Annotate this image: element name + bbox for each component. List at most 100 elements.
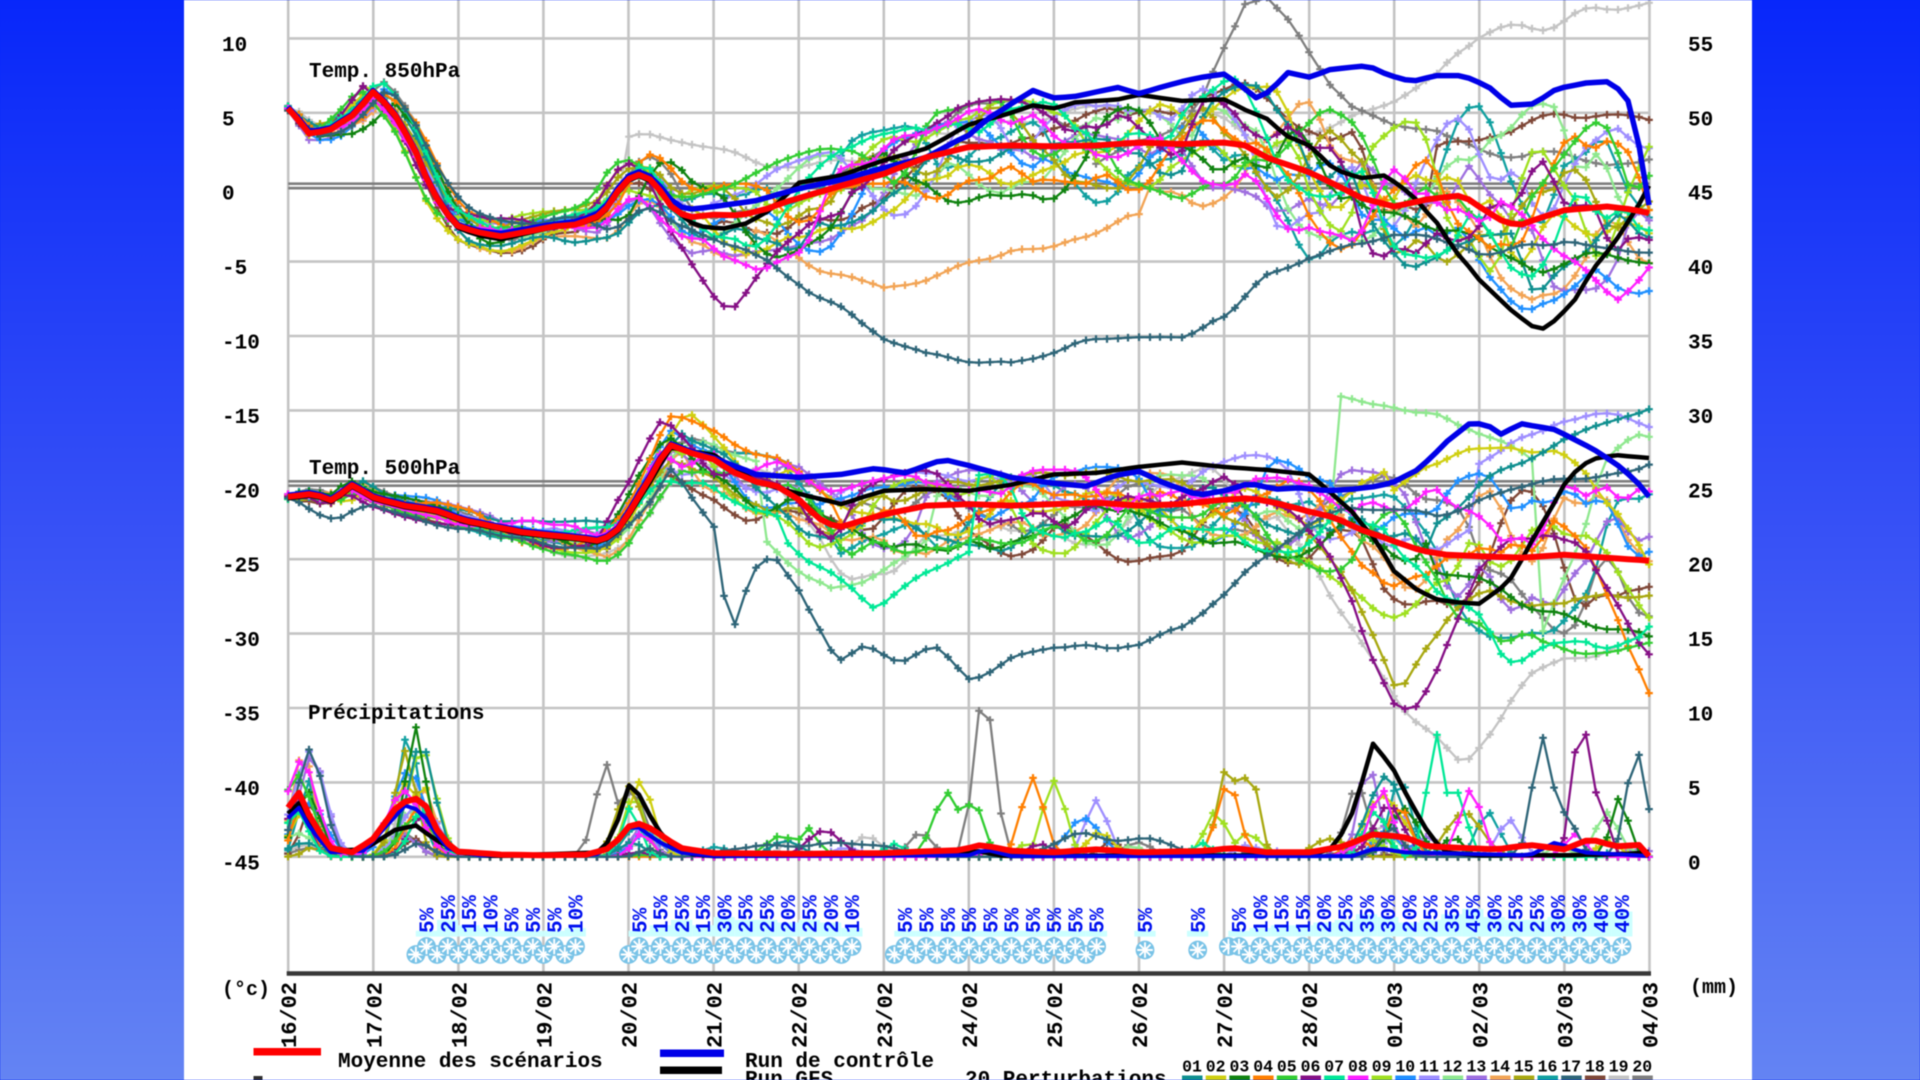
svg-text:5: 5	[222, 109, 235, 132]
svg-text:01: 01	[1182, 1058, 1202, 1077]
svg-text:15%: 15%	[652, 895, 675, 933]
svg-text:5%: 5%	[1189, 907, 1212, 933]
svg-text:35%: 35%	[1358, 895, 1381, 933]
svg-text:25%: 25%	[801, 895, 824, 933]
svg-text:03: 03	[1229, 1058, 1249, 1077]
svg-text:5%: 5%	[1024, 907, 1047, 933]
svg-text:55: 55	[1688, 35, 1713, 58]
svg-text:17/02: 17/02	[363, 982, 388, 1048]
svg-text:10: 10	[1688, 705, 1713, 728]
svg-text:27/02: 27/02	[1214, 982, 1239, 1048]
svg-text:02/03: 02/03	[1469, 982, 1494, 1048]
svg-text:04/03: 04/03	[1640, 982, 1665, 1048]
svg-text:10%: 10%	[482, 895, 505, 933]
svg-text:16: 16	[1538, 1058, 1558, 1077]
svg-text:20 Perturbations: 20 Perturbations	[965, 1069, 1167, 1080]
svg-text:21/02: 21/02	[704, 982, 729, 1048]
svg-text:-35: -35	[222, 705, 260, 728]
svg-text:35%: 35%	[1443, 895, 1466, 933]
svg-text:19/02: 19/02	[533, 982, 558, 1048]
svg-text:14: 14	[1490, 1058, 1510, 1077]
svg-text:-45: -45	[222, 853, 260, 876]
svg-text:12: 12	[1443, 1058, 1463, 1077]
svg-text:Run de contrôle: Run de contrôle	[745, 1051, 934, 1074]
svg-text:13: 13	[1466, 1058, 1486, 1077]
svg-text:30%: 30%	[1571, 895, 1594, 933]
svg-text:(mm): (mm)	[1690, 977, 1738, 1000]
svg-text:5%: 5%	[918, 907, 941, 933]
svg-text:20%: 20%	[822, 895, 845, 933]
svg-text:30%: 30%	[1549, 895, 1572, 933]
svg-text:26/02: 26/02	[1129, 982, 1154, 1048]
svg-text:25%: 25%	[1528, 895, 1551, 933]
svg-text:-10: -10	[222, 333, 260, 356]
svg-text:Moyenne des scénarios: Moyenne des scénarios	[338, 1051, 603, 1074]
svg-text:45%: 45%	[1464, 895, 1487, 933]
svg-text:0: 0	[1688, 853, 1701, 876]
svg-text:-25: -25	[222, 556, 260, 579]
svg-text:25%: 25%	[737, 895, 760, 933]
svg-text:-40: -40	[222, 779, 260, 802]
svg-text:25/02: 25/02	[1044, 982, 1069, 1048]
svg-text:0: 0	[222, 184, 235, 207]
svg-text:20%: 20%	[1315, 895, 1338, 933]
svg-text:10: 10	[1395, 1058, 1415, 1077]
svg-text:23/02: 23/02	[874, 982, 899, 1048]
svg-text:18: 18	[1585, 1058, 1605, 1077]
svg-text:20%: 20%	[779, 895, 802, 933]
svg-text:03/03: 03/03	[1554, 982, 1579, 1048]
svg-text:50: 50	[1688, 109, 1713, 132]
svg-text:20%: 20%	[1400, 895, 1423, 933]
svg-text:5%: 5%	[960, 907, 983, 933]
svg-text:15%: 15%	[1294, 895, 1317, 933]
svg-text:05: 05	[1277, 1058, 1297, 1077]
svg-text:30%: 30%	[1485, 895, 1508, 933]
svg-text:-20: -20	[222, 481, 260, 504]
svg-text:5: 5	[1688, 779, 1701, 802]
svg-text:30%: 30%	[1379, 895, 1402, 933]
svg-text:10: 10	[222, 35, 247, 58]
svg-text:30%: 30%	[715, 895, 738, 933]
svg-text:5%: 5%	[981, 907, 1004, 933]
svg-text:5%: 5%	[630, 907, 653, 933]
svg-text:5%: 5%	[1230, 907, 1253, 933]
svg-text:15%: 15%	[694, 895, 717, 933]
svg-text:15: 15	[1514, 1058, 1534, 1077]
svg-text:10%: 10%	[567, 895, 590, 933]
svg-text:17: 17	[1561, 1058, 1581, 1077]
svg-text:Temp. 850hPa: Temp. 850hPa	[309, 61, 461, 84]
svg-text:Run GFS: Run GFS	[745, 1069, 833, 1080]
svg-text:10%: 10%	[1251, 895, 1274, 933]
svg-text:20: 20	[1688, 556, 1713, 579]
svg-text:08: 08	[1348, 1058, 1368, 1077]
svg-text:5%: 5%	[1136, 907, 1159, 933]
svg-text:20/02: 20/02	[619, 982, 644, 1048]
svg-text:5%: 5%	[896, 907, 919, 933]
svg-text:5%: 5%	[1088, 907, 1111, 933]
svg-text:5%: 5%	[545, 907, 568, 933]
svg-text:11: 11	[1419, 1058, 1439, 1077]
svg-text:-15: -15	[222, 407, 260, 430]
svg-text:20: 20	[1632, 1058, 1652, 1077]
svg-text:5%: 5%	[939, 907, 962, 933]
svg-text:Précipitations: Précipitations	[308, 703, 484, 726]
svg-text:40%: 40%	[1592, 895, 1615, 933]
svg-text:25: 25	[1688, 481, 1713, 504]
svg-text:16/02: 16/02	[278, 982, 303, 1048]
svg-text:09: 09	[1372, 1058, 1392, 1077]
svg-text:25%: 25%	[1422, 895, 1445, 933]
svg-text:25%: 25%	[1337, 895, 1360, 933]
svg-text:30: 30	[1688, 407, 1713, 430]
svg-text:24/02: 24/02	[959, 982, 984, 1048]
svg-text:5%: 5%	[1045, 907, 1068, 933]
svg-text:18/02: 18/02	[448, 982, 473, 1048]
svg-text:01/03: 01/03	[1384, 982, 1409, 1048]
svg-text:-5: -5	[222, 258, 247, 281]
svg-text:25%: 25%	[439, 895, 462, 933]
svg-text:40: 40	[1688, 258, 1713, 281]
svg-text:5%: 5%	[524, 907, 547, 933]
svg-text:06: 06	[1301, 1058, 1321, 1077]
svg-text:40%: 40%	[1613, 895, 1636, 933]
svg-text:(°c): (°c)	[222, 979, 270, 1002]
svg-text:19: 19	[1609, 1058, 1629, 1077]
